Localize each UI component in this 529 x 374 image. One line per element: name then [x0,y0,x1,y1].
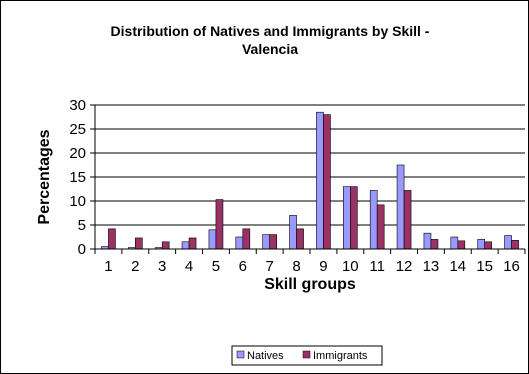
bar-natives-12 [396,164,405,250]
chart-title-line1: Distribution of Natives and Immigrants b… [111,23,430,39]
x-tick-label: 2 [131,258,139,275]
bar-natives-7 [262,234,270,250]
y-tick-label: 10 [69,193,86,210]
x-tick-label: 5 [212,258,220,275]
bar-immigrants-8 [296,228,304,250]
bar-natives-15 [477,239,485,250]
bar-natives-10 [343,186,351,250]
bar-immigrants-6 [242,228,251,250]
x-tick-label: 1 [104,258,112,275]
bar-immigrants-7 [269,234,277,250]
bar-immigrants-4 [188,237,197,250]
axes [94,105,526,254]
bar-immigrants-10 [350,186,358,250]
bar-immigrants-14 [457,240,466,250]
x-tick-label: 12 [396,258,413,275]
bar-natives-5 [208,229,217,250]
bar-immigrants-3 [161,241,170,250]
y-axis-title: Percentages [36,129,53,224]
bar-immigrants-16 [511,240,519,250]
bar-natives-14 [450,236,459,250]
y-tick-label: 30 [69,97,86,114]
x-tick-label: 6 [239,258,247,275]
bars [101,111,519,250]
x-tick-label: 14 [449,258,466,275]
x-tick-label: 3 [158,258,166,275]
x-tick-labels: 1 2 3 4 5 6 7 8 9 10 11 12 13 14 15 16 [104,258,520,275]
bar-immigrants-5 [215,199,224,250]
x-tick-label: 10 [342,258,359,275]
grid-lines [90,104,525,250]
x-tick-label: 11 [369,258,385,275]
bar-natives-9 [316,111,324,250]
bar-immigrants-1 [108,228,116,250]
bar-natives-4 [181,241,190,250]
bar-natives-6 [235,236,244,250]
bar-immigrants-2 [135,237,143,250]
x-tick-label: 8 [292,258,300,275]
bar-natives-8 [289,215,297,250]
x-tick-label: 15 [476,258,493,275]
x-tick-label: 7 [266,258,274,275]
bar-natives-11 [369,190,378,250]
y-tick-label: 15 [69,169,86,186]
legend-swatch-natives [236,350,245,359]
bar-immigrants-9 [323,114,331,250]
y-tick-label: 5 [78,217,86,234]
chart-title-line2: Valencia [242,41,298,57]
legend-label-natives: Natives [247,350,284,362]
bar-natives-13 [423,232,432,250]
y-tick-label: 20 [69,145,86,162]
bar-immigrants-11 [376,204,385,250]
y-tick-label: 25 [69,121,86,138]
legend-label-immigrants: Immigrants [313,350,368,362]
x-tick-label: 4 [185,258,193,275]
x-axis-title: Skill groups [264,276,356,293]
y-tick-labels: 0 5 10 15 20 25 30 [69,97,86,258]
legend: Natives Immigrants [231,345,383,366]
bar-immigrants-15 [484,241,492,250]
bar-natives-16 [504,235,512,250]
legend-swatch-immigrants [302,350,311,359]
bar-immigrants-12 [403,190,412,250]
y-tick-label: 0 [78,241,86,258]
x-tick-label: 13 [423,258,440,275]
bar-immigrants-13 [430,239,439,250]
x-tick-label: 9 [319,258,327,275]
x-tick-label: 16 [503,258,520,275]
